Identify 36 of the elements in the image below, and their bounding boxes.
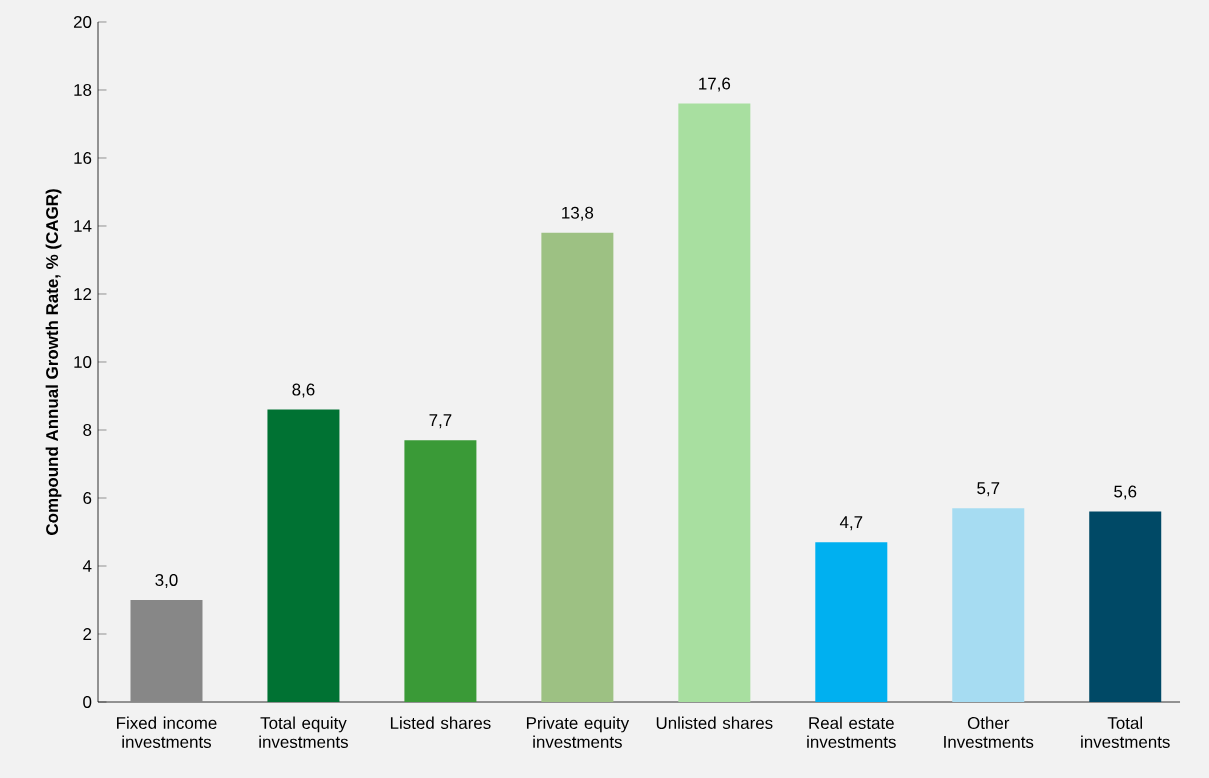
data-label: 8,6	[292, 383, 315, 398]
x-tick-label: Private equity investments	[526, 716, 630, 748]
data-label: 7,7	[429, 414, 452, 429]
y-axis-title: Compound Annual Growth Rate, % (CAGR)	[45, 189, 62, 535]
y-tick-label: 0	[83, 696, 92, 708]
data-label: 4,7	[839, 516, 863, 531]
y-tick-label: 16	[74, 152, 92, 164]
bar	[1089, 511, 1162, 702]
x-tick-label: Real estate investments	[807, 716, 896, 748]
bar	[952, 508, 1025, 702]
y-tick-label: 8	[83, 424, 92, 436]
bar	[815, 542, 888, 702]
y-tick-label: 14	[74, 220, 92, 232]
x-tick-label: Listed shares	[390, 716, 491, 729]
y-tick-label: 6	[83, 492, 92, 504]
data-label: 3,0	[155, 573, 178, 588]
data-label: 5,6	[1114, 485, 1137, 500]
y-tick-label: 12	[74, 288, 92, 300]
x-tick-label: Unlisted shares	[656, 716, 773, 729]
data-label: 13,8	[562, 206, 594, 221]
bar	[541, 232, 614, 702]
bar	[130, 600, 203, 702]
x-tick-label: Total investments	[1081, 716, 1170, 748]
bar	[267, 409, 340, 702]
bar	[404, 440, 477, 702]
y-tick-label: 10	[74, 356, 92, 368]
y-tick-label: 20	[73, 16, 92, 28]
data-label: 5,7	[977, 482, 1000, 497]
x-tick-label: Other Investments	[944, 716, 1034, 748]
x-tick-label: Total equity investments	[259, 716, 348, 748]
y-tick-label: 18	[74, 84, 92, 96]
x-tick-label: Fixed income investments	[117, 716, 217, 748]
bar	[678, 103, 751, 702]
y-tick-label: 2	[83, 628, 92, 640]
y-tick-label: 4	[82, 560, 92, 572]
data-label: 17,6	[699, 77, 731, 92]
